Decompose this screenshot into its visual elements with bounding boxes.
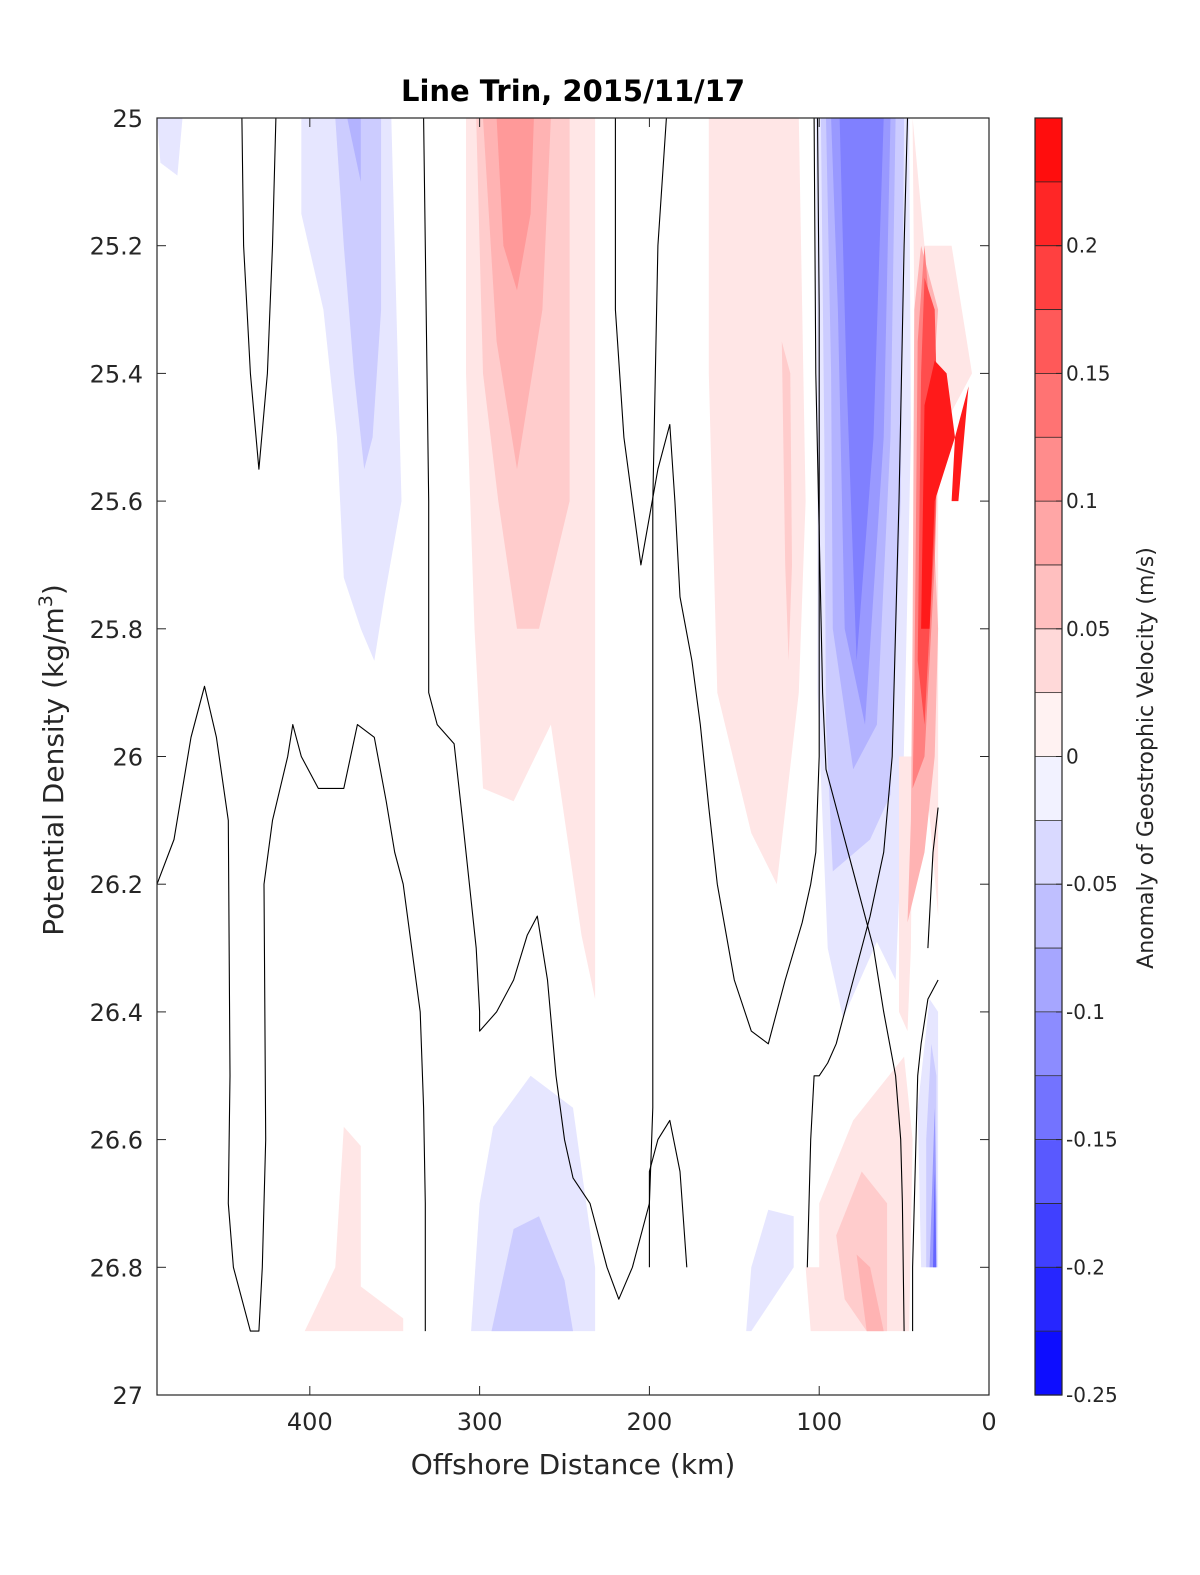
colorbar-cell <box>1035 1139 1062 1205</box>
y-axis-label: Potential Density (kg/m3) <box>35 584 70 936</box>
colorbar-cell <box>1035 373 1062 438</box>
colorbar-cell <box>1035 948 1062 1013</box>
positive-anomaly-region <box>708 118 806 885</box>
positive-anomaly-region <box>304 1126 404 1332</box>
zero-contour-line <box>648 1119 688 1268</box>
negative-anomaly-region <box>335 118 382 470</box>
zero-contour-lines <box>157 118 939 1332</box>
x-axis-label: Offshore Distance (km) <box>411 1448 736 1481</box>
zero-contour-line <box>157 685 426 1332</box>
plot-area: 400 300 200 100 0 25 25.2 25.4 25.6 25.8 26 26.2 26… <box>90 105 997 1436</box>
y-tick-label: 25.4 <box>90 360 143 388</box>
colorbar: 0.2 0.15 0.1 0.05 0 -0.05 -0.1 -0.15 -0.2 -0.25 <box>1034 117 1118 1407</box>
negative-anomaly-region <box>491 1216 573 1332</box>
x-tick-label: 200 <box>627 1408 673 1436</box>
negative-anomaly-region <box>933 1171 937 1268</box>
colorbar-tick-label: -0.25 <box>1066 1383 1118 1407</box>
y-tick-label: 25.8 <box>90 616 143 644</box>
colorbar-cell <box>1035 118 1062 183</box>
positive-anomaly-region <box>921 360 969 629</box>
colorbar-cell <box>1035 245 1062 311</box>
zero-contour-line <box>813 118 905 1332</box>
zero-contour-line <box>241 118 277 470</box>
colorbar-cell <box>1035 1331 1062 1396</box>
negative-anomaly-region <box>347 118 361 182</box>
x-tick-label: 100 <box>796 1408 842 1436</box>
x-axis-ticks: 400 300 200 100 0 <box>287 118 997 1436</box>
colorbar-tick-label: -0.1 <box>1066 1000 1105 1024</box>
colorbar-cell <box>1035 820 1062 885</box>
colorbar-tick-label: -0.05 <box>1066 872 1118 896</box>
colorbar-cell <box>1035 1267 1062 1332</box>
colorbar-cell <box>1035 437 1062 502</box>
colorbar-tick-label: 0.1 <box>1066 489 1098 513</box>
colorbar-tick-label: 0.2 <box>1066 234 1098 258</box>
colorbar-cell <box>1035 501 1062 566</box>
colorbar-cell <box>1035 884 1062 949</box>
colorbar-tick-label: -0.2 <box>1066 1255 1105 1279</box>
y-tick-label: 27 <box>112 1382 143 1410</box>
colorbar-tick-label: 0 <box>1066 745 1079 769</box>
zero-contour-line <box>423 118 667 1300</box>
colorbar-cell <box>1035 1075 1062 1141</box>
zero-contour-line <box>912 979 939 1332</box>
positive-anomaly-region <box>483 118 551 470</box>
colorbar-cell <box>1035 309 1062 374</box>
negative-anomaly-region <box>839 118 884 661</box>
positive-anomaly-region <box>496 118 534 291</box>
x-tick-label: 300 <box>457 1408 503 1436</box>
colorbar-tick-label: 0.15 <box>1066 361 1111 385</box>
colorbar-cell <box>1035 692 1062 758</box>
colorbar-label: Anomaly of Geostrophic Velocity (m/s) <box>1134 547 1159 969</box>
colorbar-ticks: 0.2 0.15 0.1 0.05 0 -0.05 -0.1 -0.15 -0.2 -0.25 <box>1056 234 1118 1407</box>
y-tick-label: 26 <box>112 744 143 772</box>
y-tick-label: 25.6 <box>90 488 143 516</box>
x-tick-label: 0 <box>981 1408 996 1436</box>
y-tick-label: 25.2 <box>90 233 143 261</box>
colorbar-cell <box>1035 564 1062 630</box>
y-tick-label: 26.6 <box>90 1127 143 1155</box>
colorbar-cell <box>1035 756 1062 821</box>
colorbar-cell <box>1035 181 1062 247</box>
positive-anomaly-region <box>856 1254 884 1332</box>
y-tick-label: 26.8 <box>90 1254 143 1282</box>
colorbar-tick-label: -0.15 <box>1066 1128 1118 1152</box>
y-tick-label: 26.4 <box>90 999 143 1027</box>
colorbar-cell <box>1035 1011 1062 1077</box>
colorbar-tick-label: 0.05 <box>1066 617 1111 641</box>
filled-contours <box>157 118 972 1332</box>
zero-contour-line <box>614 118 820 1045</box>
colorbar-cells <box>1035 118 1062 1396</box>
negative-anomaly-region <box>746 1209 794 1332</box>
y-tick-label: 26.2 <box>90 871 143 899</box>
chart-title: Line Trin, 2015/11/17 <box>401 74 745 108</box>
y-axis-ticks: 25 25.2 25.4 25.6 25.8 26 26.2 26.4 26.6 26.8 27 <box>90 105 989 1410</box>
zero-contour-line <box>927 807 939 949</box>
colorbar-cell <box>1035 1203 1062 1268</box>
negative-anomaly-region <box>157 118 183 176</box>
x-tick-label: 400 <box>287 1408 333 1436</box>
positive-anomaly-region <box>781 341 792 661</box>
y-tick-label: 25 <box>112 105 143 133</box>
zero-contour-line <box>806 118 909 1268</box>
colorbar-cell <box>1035 628 1062 694</box>
